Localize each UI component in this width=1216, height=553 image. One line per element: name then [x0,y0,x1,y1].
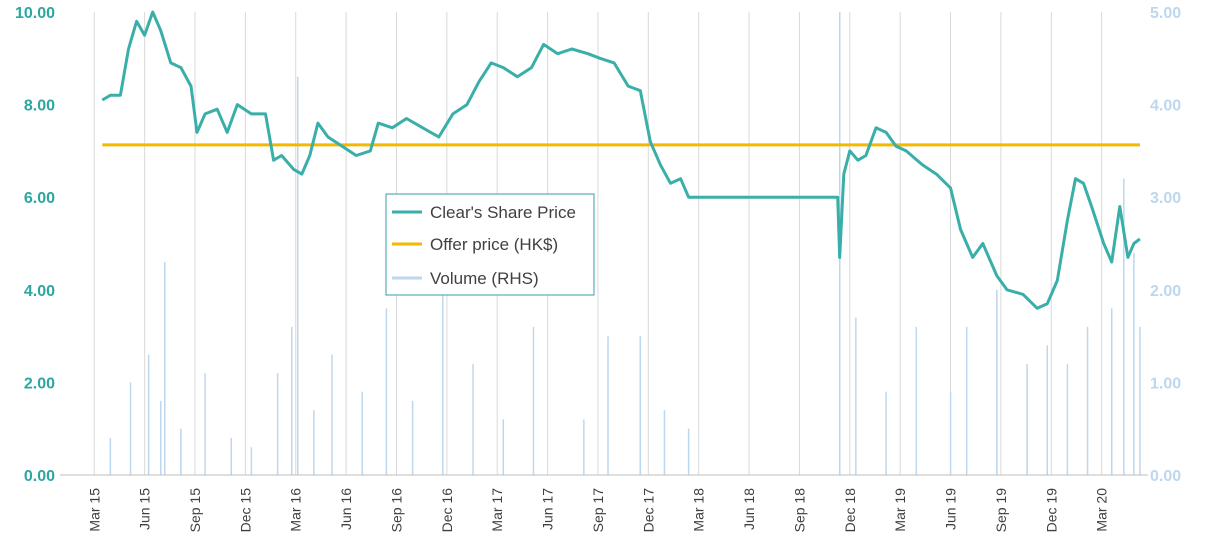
x-tick-label: Dec 19 [1043,488,1059,533]
share-price-series [101,10,1141,310]
left-y-axis: 0.00 2.00 4.00 6.00 8.00 10.00 [15,5,55,485]
y-right-tick-label: 1.00 [1150,375,1181,392]
y-right-tick-label: 5.00 [1150,5,1181,22]
x-tick-label: Dec 15 [237,488,253,533]
x-tick-label: Mar 18 [691,488,707,532]
y-left-tick-label: 2.00 [24,375,55,392]
y-right-tick-label: 3.00 [1150,190,1181,207]
x-tick-label: Sep 19 [993,488,1009,533]
x-tick-label: Jun 16 [338,488,354,530]
y-right-tick-label: 2.00 [1150,283,1181,300]
x-tick-label: Dec 18 [842,488,858,533]
x-tick-label: Sep 17 [590,488,606,533]
y-left-tick-label: 0.00 [24,468,55,485]
x-tick-label: Mar 20 [1094,488,1110,532]
y-left-tick-label: 6.00 [24,190,55,207]
legend-label-volume: Volume (RHS) [430,269,539,288]
right-y-axis: 0.00 1.00 2.00 3.00 4.00 5.00 [1150,5,1181,485]
y-left-tick-label: 10.00 [15,5,55,22]
x-tick-label: Dec 16 [439,488,455,533]
x-tick-label: Dec 17 [640,488,656,533]
x-tick-label: Jun 18 [741,488,757,530]
y-left-tick-label: 4.00 [24,283,55,300]
x-tick-label: Sep 16 [388,488,404,533]
legend-label-price: Clear's Share Price [430,203,576,222]
share-price-line [101,10,1141,310]
x-tick-label: Jun 17 [540,488,556,530]
x-tick-label: Sep 15 [187,488,203,533]
x-tick-label: Jun 15 [137,488,153,530]
y-right-tick-label: 0.00 [1150,468,1181,485]
y-right-tick-label: 4.00 [1150,98,1181,115]
y-left-tick-label: 8.00 [24,98,55,115]
legend: Clear's Share Price Offer price (HK$) Vo… [385,193,595,296]
x-tick-label: Jun 19 [943,488,959,530]
x-tick-label: Mar 17 [489,488,505,532]
x-tick-label: Sep 18 [791,488,807,533]
x-tick-label: Mar 16 [288,488,304,532]
legend-label-offer: Offer price (HK$) [430,235,558,254]
vertical-gridlines [93,12,1103,475]
x-tick-label: Mar 15 [86,488,102,532]
x-axis: Mar 15 Jun 15 Sep 15 Dec 15 Mar 16 Jun 16 Sep … [60,474,1148,533]
x-tick-label: Mar 19 [892,488,908,532]
